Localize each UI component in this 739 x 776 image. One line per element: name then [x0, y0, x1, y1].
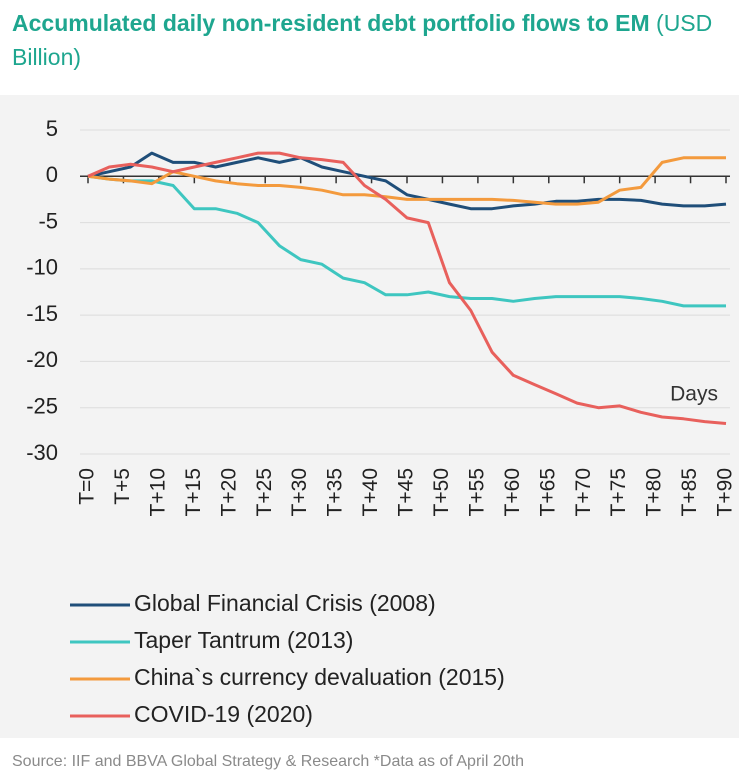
- x-tick-label: T+65: [536, 468, 559, 516]
- x-tick-label: T+45: [395, 468, 418, 516]
- x-tick-label: T+10: [146, 468, 169, 516]
- x-tick-label: T+20: [217, 468, 240, 516]
- legend-label: China`s currency devaluation (2015): [134, 664, 505, 690]
- y-tick-label: -20: [26, 347, 58, 372]
- x-tick-label: T+5: [111, 468, 134, 505]
- x-tick-label: T+50: [430, 468, 453, 516]
- chart-title: Accumulated daily non-resident debt port…: [12, 10, 650, 36]
- x-tick-label: T+35: [324, 468, 347, 516]
- legend-label: COVID-19 (2020): [134, 701, 313, 727]
- series-line: [87, 151, 727, 211]
- x-tick-label: T+55: [465, 468, 488, 516]
- annotation: Days: [670, 383, 718, 406]
- x-tick-label: T+40: [359, 468, 382, 516]
- series-line: [87, 151, 727, 425]
- y-tick-label: 0: [46, 162, 58, 187]
- source: Source: IIF and BBVA Global Strategy & R…: [12, 753, 524, 770]
- x-tick-label: T+90: [714, 468, 737, 516]
- chart-units: (USD Billion): [12, 10, 713, 70]
- series-line: [87, 156, 726, 206]
- chart-panel: [0, 95, 739, 738]
- series-line: [87, 174, 726, 308]
- x-tick-label: T+25: [253, 468, 276, 516]
- y-tick-label: -15: [26, 301, 58, 326]
- y-tick-label: -10: [26, 255, 58, 280]
- chart-title-block: Accumulated daily non-resident debt port…: [12, 6, 732, 74]
- y-tick-label: -30: [26, 440, 58, 465]
- x-tick-label: T+70: [572, 468, 595, 516]
- y-tick-label: -25: [26, 394, 58, 419]
- x-tick-label: T+80: [643, 468, 666, 516]
- y-tick-label: -5: [38, 208, 58, 233]
- x-tick-label: T=0: [76, 468, 99, 505]
- y-tick-label: 5: [46, 116, 58, 141]
- legend-label: Global Financial Crisis (2008): [134, 590, 436, 616]
- x-tick-label: T+15: [182, 468, 205, 516]
- x-tick-label: T+60: [501, 468, 524, 516]
- x-tick-label: T+30: [288, 468, 311, 516]
- x-tick-label: T+75: [607, 468, 630, 516]
- legend-label: Taper Tantrum (2013): [134, 627, 353, 653]
- x-tick-label: T+85: [678, 468, 701, 516]
